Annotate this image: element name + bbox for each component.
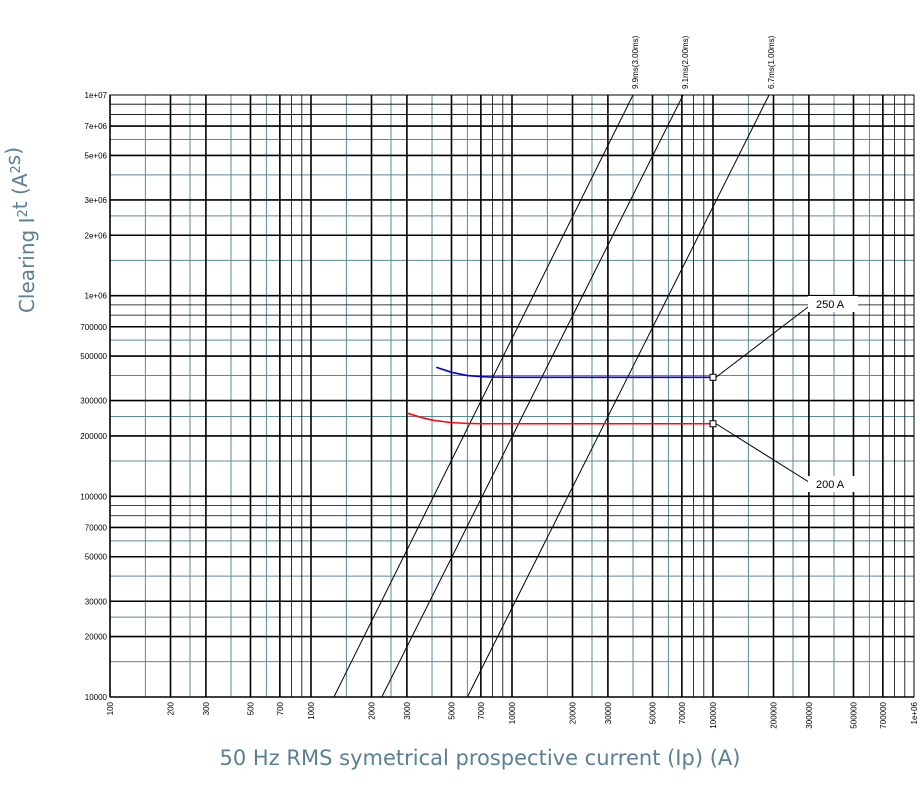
- x-tick-label: 700: [276, 701, 285, 715]
- y-tick-label: 3e+06: [85, 196, 108, 205]
- y-tick-label: 70000: [85, 523, 108, 532]
- annotations: 250 A 200 A: [709, 296, 858, 492]
- x-tick-label: 100: [106, 701, 115, 715]
- y-tick-label: 50000: [85, 553, 108, 562]
- y-tick-label: 100000: [80, 492, 107, 501]
- annotation-leader: [715, 423, 813, 485]
- y-tick-label: 200000: [80, 432, 107, 441]
- annotation-label: 250 A: [816, 299, 845, 311]
- annotation-box: [808, 476, 858, 492]
- x-tick-labels: 100 200 300 500 700 1000 2000 3000 5000 7000 10000…: [106, 701, 919, 728]
- reference-line-label: 9.1ms(2.00ms): [681, 35, 690, 89]
- x-tick-label: 300: [202, 701, 211, 715]
- y-axis-title-part: 2: [16, 209, 31, 217]
- series-layer: [406, 366, 713, 425]
- plot-frame: [109, 94, 915, 698]
- y-tick-label: 5e+06: [85, 151, 108, 160]
- y-tick-label: 30000: [85, 597, 108, 606]
- y-axis-title-part: a: [15, 269, 39, 281]
- y-axis-title-part: C: [15, 299, 39, 313]
- x-tick-label: 2000: [368, 701, 377, 719]
- series-line: [406, 412, 713, 425]
- series-line: [436, 366, 713, 379]
- y-tick-label: 700000: [80, 323, 107, 332]
- x-tick-label: 1000: [307, 701, 316, 719]
- reference-line: [466, 94, 770, 698]
- y-axis-title-part: n: [15, 242, 39, 255]
- annotation-label: 200 A: [816, 479, 845, 491]
- y-axis-title: Clearing I2t (A2s): [1, 147, 39, 313]
- y-axis-title-part: t: [8, 201, 32, 209]
- x-tick-label: 7000: [477, 701, 486, 719]
- y-tick-label: 20000: [85, 633, 108, 642]
- reference-line: [381, 94, 684, 698]
- reference-line-labels: 9.9ms(3.00ms) 9.1ms(2.00ms) 6.7ms(1.00ms): [631, 35, 776, 89]
- reference-line-label: 6.7ms(1.00ms): [767, 35, 776, 89]
- x-tick-label: 1e+06: [910, 701, 919, 724]
- y-tick-label: 10000: [85, 693, 108, 702]
- x-tick-label: 200: [167, 701, 176, 715]
- x-tick-label: 100000: [709, 701, 718, 728]
- x-tick-label: 10000: [508, 701, 517, 724]
- x-tick-label: 5000: [447, 701, 456, 719]
- x-tick-label: 20000: [569, 701, 578, 724]
- y-tick-label: 500000: [80, 352, 107, 361]
- x-tick-label: 50000: [648, 701, 657, 724]
- y-tick-labels: 10000 20000 30000 50000 70000 100000 200000 300…: [80, 91, 107, 702]
- reference-line: [333, 94, 634, 698]
- y-axis-title-part: 2: [9, 165, 24, 173]
- y-axis-title-part: ): [1, 147, 25, 155]
- y-axis-title-part: A: [8, 173, 32, 187]
- y-tick-label: 1e+07: [85, 91, 108, 100]
- y-tick-label: 7e+06: [85, 122, 108, 131]
- y-axis-title-part: r: [15, 260, 39, 269]
- x-tick-label: 700000: [879, 701, 888, 728]
- x-tick-label: 200000: [770, 701, 779, 728]
- x-tick-label: 300000: [805, 701, 814, 728]
- annotation-marker: [709, 373, 717, 381]
- y-axis-title-part: i: [15, 255, 39, 261]
- y-axis-title-part: e: [15, 281, 39, 293]
- x-tick-label: 3000: [403, 701, 412, 719]
- x-tick-label: 500000: [849, 701, 858, 728]
- y-tick-label: 2e+06: [85, 231, 108, 240]
- reference-line-label: 9.9ms(3.00ms): [631, 35, 640, 89]
- y-axis-title-part: I: [15, 217, 39, 223]
- annotation-leader: [715, 303, 813, 378]
- y-tick-label: 300000: [80, 397, 107, 406]
- annotation-marker: [709, 420, 717, 428]
- annotation-box: [808, 296, 858, 312]
- x-tick-label: 30000: [604, 701, 613, 724]
- y-axis-title-part: l: [15, 294, 39, 300]
- x-tick-label: 70000: [678, 701, 687, 724]
- y-axis-title-part: g: [15, 230, 39, 243]
- y-axis-title-part: (: [8, 187, 32, 195]
- x-tick-label: 500: [246, 701, 255, 715]
- reference-lines: [333, 94, 770, 698]
- y-tick-label: 1e+06: [85, 292, 108, 301]
- x-axis-title: 50 Hz RMS symetrical prospective current…: [220, 746, 741, 770]
- y-axis-title-part: s: [1, 155, 25, 165]
